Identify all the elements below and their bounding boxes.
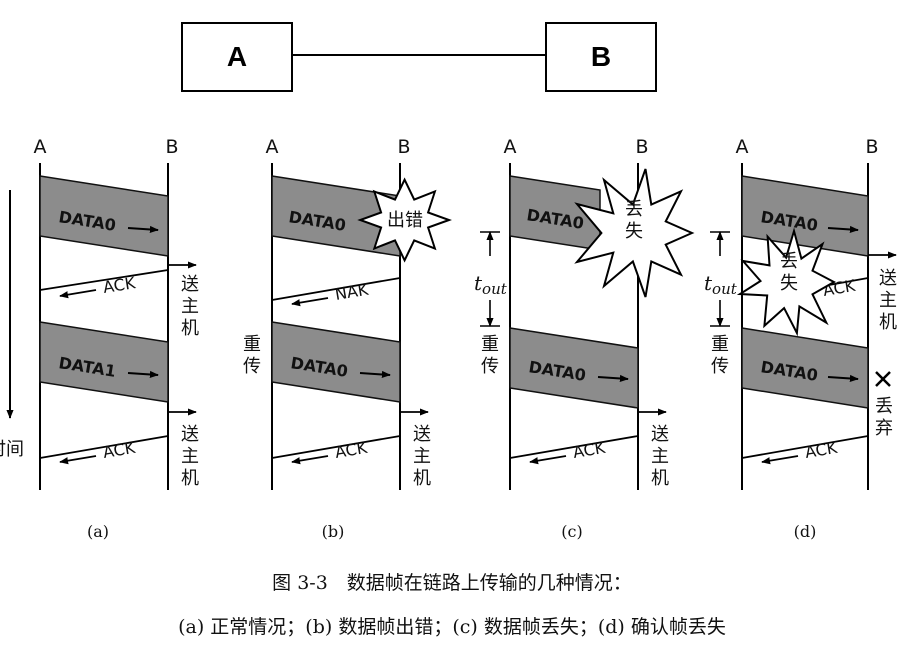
station-b-label: B — [865, 136, 878, 158]
station-b-label: B — [397, 136, 410, 158]
frame-direction-arrow — [127, 225, 159, 234]
station-a-label: A — [266, 136, 279, 158]
node-a-box: A — [181, 22, 293, 92]
frame-direction-arrow — [827, 225, 859, 234]
receiver-note: 送主机 — [181, 424, 199, 489]
station-a-label: A — [34, 136, 47, 158]
panel-d: A B DATA0 ACK 送主机 丢失 tout 重传 DATA0 — [704, 136, 897, 541]
ack-direction-arrow — [59, 455, 97, 465]
ack-label: ACK — [804, 438, 840, 462]
frame-direction-arrow — [359, 370, 391, 379]
figure-caption-title: 图 3-3 数据帧在链路上传输的几种情况： — [272, 572, 632, 594]
ack-direction-arrow — [291, 455, 329, 465]
data-frame-band — [271, 175, 401, 257]
data-frame-band — [39, 175, 169, 257]
data-frame-band — [509, 327, 639, 409]
data-frame-band — [741, 175, 869, 257]
ack-line — [39, 269, 169, 291]
station-a-label: A — [736, 136, 749, 158]
ack-direction-arrow — [291, 297, 329, 307]
ack-label: ACK — [102, 273, 137, 297]
retransmit-note: 重传 — [481, 334, 499, 377]
receiver-note: 送主机 — [879, 268, 897, 333]
link-line — [291, 54, 545, 56]
discard-x-icon — [875, 371, 891, 387]
frame-direction-arrow — [127, 370, 159, 379]
ack-line — [271, 435, 401, 459]
nak-line — [271, 277, 401, 301]
time-axis-label: 时间 — [0, 439, 24, 460]
loss-mark: 丢失 — [625, 199, 643, 242]
error-burst-shape — [357, 177, 452, 263]
frame-direction-arrow — [597, 374, 629, 383]
panel-label: (d) — [794, 522, 817, 541]
station-b-label: B — [635, 136, 648, 158]
ack-line — [509, 435, 639, 459]
panel-c: A B DATA0 丢失 tout 重传 DATA0 ACK 送主机 — [474, 136, 695, 541]
retransmit-note: 重传 — [711, 334, 729, 377]
panel-label: (b) — [322, 522, 345, 541]
ack-loss-burst-shape — [736, 227, 837, 337]
panel-a: A B DATA0 ACK 送主机 DATA1 ACK 送主机 (a) — [34, 136, 200, 541]
ack-direction-arrow — [529, 455, 567, 465]
station-a-label: A — [504, 136, 517, 158]
station-b-label: B — [165, 136, 178, 158]
timeout-label: tout — [704, 271, 738, 298]
receiver-note: 送主机 — [413, 424, 431, 489]
data-frame-band — [39, 321, 169, 403]
node-b-box: B — [545, 22, 657, 92]
data-frame-band — [741, 327, 869, 409]
panel-b: A B DATA0 出错 NAK 重传 DATA0 ACK 送主机 (b) — [243, 136, 452, 541]
ack-direction-arrow — [761, 455, 799, 465]
ack-label: ACK — [334, 438, 370, 462]
frame-direction-arrow — [827, 374, 859, 383]
ack-label: ACK — [572, 438, 608, 462]
error-mark: 出错 — [387, 210, 423, 231]
panel-label: (c) — [561, 522, 582, 541]
ack-line — [741, 435, 869, 459]
ack-direction-arrow — [59, 289, 97, 299]
figure-caption-detail: (a) 正常情况；(b) 数据帧出错；(c) 数据帧丢失；(d) 确认帧丢失 — [178, 616, 726, 638]
panel-label: (a) — [87, 522, 109, 541]
ack-loss-mark: 丢失 — [780, 251, 798, 294]
loss-burst-shape — [574, 168, 695, 298]
node-b-label: B — [590, 41, 612, 72]
receiver-note: 送主机 — [651, 424, 669, 489]
timeout-label: tout — [474, 271, 508, 298]
data-frame-band — [271, 321, 401, 403]
ack-line — [39, 435, 169, 459]
receiver-note: 送主机 — [181, 274, 199, 339]
retransmit-note: 重传 — [243, 334, 261, 377]
node-a-label: A — [226, 41, 248, 72]
timing-diagrams: 时间 A B DATA0 ACK 送主机 DATA1 ACK 送主机 (a) — [0, 136, 897, 541]
discard-note: 丢弃 — [875, 396, 893, 439]
ack-label: ACK — [102, 438, 138, 462]
nak-label: NAK — [334, 280, 371, 304]
